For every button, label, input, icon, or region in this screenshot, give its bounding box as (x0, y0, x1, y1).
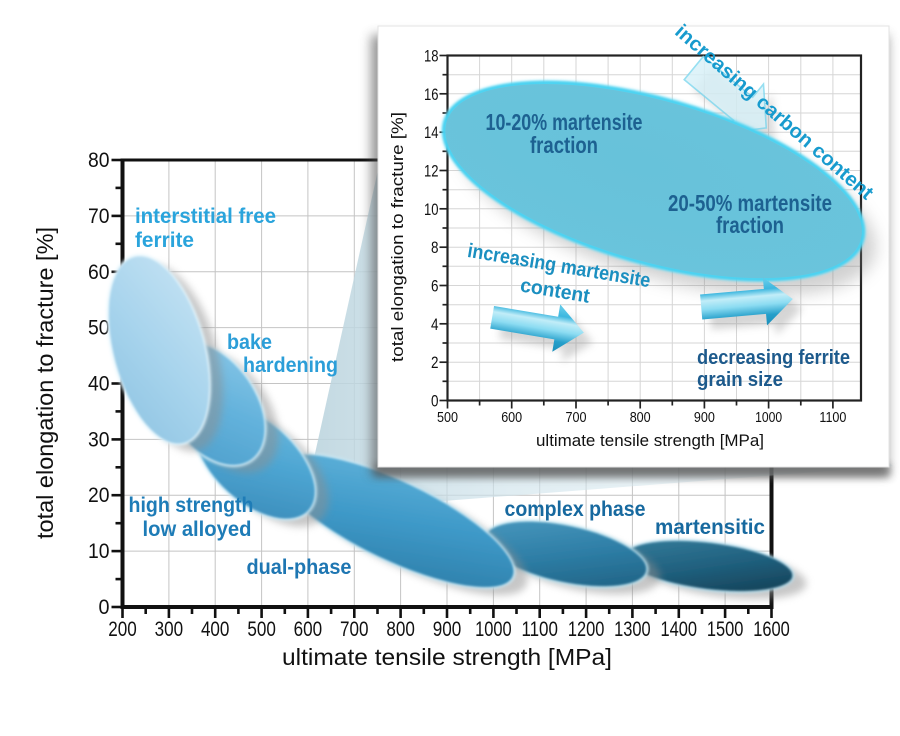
svg-text:total elongation to fracture [: total elongation to fracture [%] (388, 112, 407, 362)
svg-text:total elongation to fracture [: total elongation to fracture [%] (32, 227, 58, 539)
svg-text:1200: 1200 (568, 618, 605, 641)
svg-text:800: 800 (386, 618, 415, 641)
svg-text:10: 10 (424, 200, 439, 219)
svg-text:interstitial free: interstitial free (135, 205, 276, 228)
svg-text:10-20% martensite: 10-20% martensite (486, 109, 643, 135)
svg-text:50: 50 (88, 317, 110, 340)
svg-text:complex phase: complex phase (505, 498, 646, 521)
svg-text:60: 60 (88, 261, 110, 284)
svg-text:ultimate tensile strength [MPa: ultimate tensile strength [MPa] (536, 432, 764, 450)
svg-text:high strength: high strength (129, 494, 254, 517)
svg-text:1600: 1600 (753, 618, 790, 641)
svg-text:low alloyed: low alloyed (143, 518, 252, 541)
svg-text:500: 500 (437, 410, 458, 426)
svg-text:900: 900 (694, 410, 715, 426)
svg-text:400: 400 (201, 618, 230, 641)
svg-text:bake: bake (227, 331, 272, 354)
svg-text:18: 18 (424, 47, 439, 66)
svg-text:80: 80 (88, 149, 110, 172)
svg-text:40: 40 (88, 373, 110, 396)
svg-text:1000: 1000 (755, 410, 782, 426)
svg-text:200: 200 (108, 618, 137, 641)
svg-text:16: 16 (424, 85, 439, 104)
svg-text:decreasing ferrite: decreasing ferrite (697, 347, 850, 369)
svg-text:1400: 1400 (661, 618, 698, 641)
svg-text:1500: 1500 (707, 618, 744, 641)
svg-text:700: 700 (340, 618, 369, 641)
svg-text:0: 0 (99, 596, 110, 619)
svg-text:fraction: fraction (530, 132, 598, 158)
svg-text:14: 14 (424, 123, 439, 142)
svg-text:ferrite: ferrite (135, 229, 194, 252)
svg-text:1000: 1000 (475, 618, 512, 641)
svg-text:600: 600 (294, 618, 323, 641)
svg-text:70: 70 (88, 205, 110, 228)
svg-text:hardening: hardening (243, 354, 338, 377)
svg-text:4: 4 (431, 315, 439, 334)
svg-text:grain size: grain size (697, 369, 783, 391)
svg-text:martensitic: martensitic (655, 516, 765, 539)
svg-text:1100: 1100 (521, 618, 558, 641)
svg-text:2: 2 (431, 353, 439, 372)
svg-text:900: 900 (433, 618, 462, 641)
svg-text:6: 6 (431, 277, 439, 296)
svg-text:1100: 1100 (819, 410, 846, 426)
svg-text:600: 600 (501, 410, 522, 426)
svg-text:8: 8 (431, 238, 439, 257)
svg-text:800: 800 (630, 410, 651, 426)
svg-text:20: 20 (88, 484, 110, 507)
svg-text:300: 300 (155, 618, 184, 641)
svg-text:20-50% martensite: 20-50% martensite (668, 190, 832, 216)
svg-text:12: 12 (424, 162, 439, 181)
svg-text:500: 500 (247, 618, 276, 641)
svg-text:700: 700 (566, 410, 587, 426)
svg-text:30: 30 (88, 428, 110, 451)
svg-text:0: 0 (431, 392, 439, 411)
svg-text:fraction: fraction (716, 212, 784, 238)
svg-text:10: 10 (88, 540, 110, 563)
svg-text:1300: 1300 (614, 618, 651, 641)
svg-text:ultimate tensile strength [MPa: ultimate tensile strength [MPa] (282, 644, 612, 670)
svg-text:dual-phase: dual-phase (247, 556, 352, 579)
